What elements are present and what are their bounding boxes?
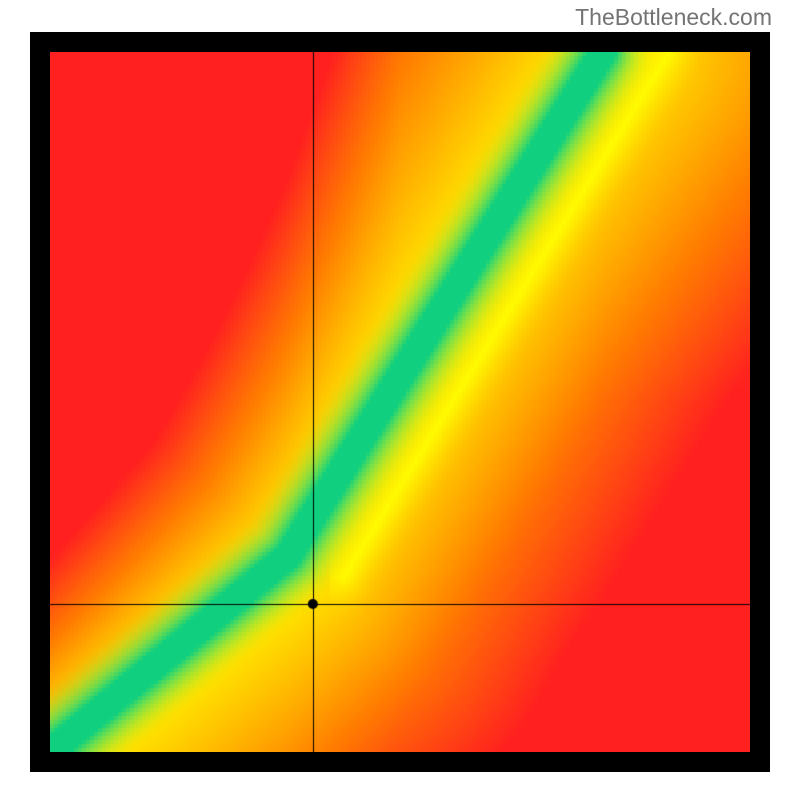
watermark-text: TheBottleneck.com	[575, 4, 772, 31]
image-root: TheBottleneck.com	[0, 0, 800, 800]
crosshair-overlay	[50, 52, 750, 752]
plot-frame	[30, 32, 770, 772]
